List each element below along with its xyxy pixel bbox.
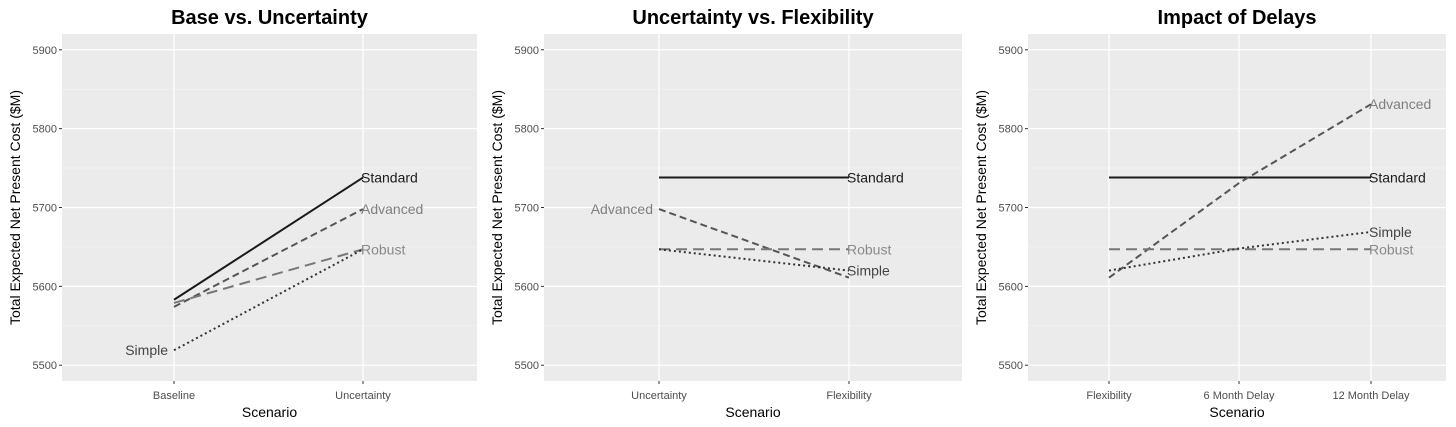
x-tick-label: Uncertainty: [335, 390, 391, 402]
series-label-standard: Standard: [361, 170, 418, 186]
series-label-robust: Robust: [847, 241, 891, 257]
series-line-standard: [173, 176, 364, 301]
y-tick-label: 5500: [515, 360, 539, 372]
series-line-advanced: [658, 208, 850, 279]
series-label-simple: Simple: [1369, 224, 1412, 240]
series-line-simple: [173, 248, 364, 352]
y-tick-label: 5800: [999, 124, 1023, 136]
x-tick-label: Uncertainty: [631, 390, 687, 402]
chart-panel-2: 5500 5600 5700 5800 5900 Uncertainty Flexibili…: [489, 7, 962, 420]
chart-panel-3: 5500 5600 5700 5800 5900 Flexibility 6 Month D…: [973, 7, 1446, 420]
y-axis-title: Total Expected Net Present Cost ($M): [973, 90, 989, 325]
series-label-advanced: Advanced: [1369, 96, 1431, 112]
x-tick-label: 12 Month Delay: [1332, 390, 1410, 402]
y-tick-label: 5600: [515, 281, 539, 293]
y-tick-label: 5900: [33, 45, 57, 57]
series-label-robust: Robust: [1369, 241, 1413, 257]
x-tick-label: Baseline: [153, 390, 195, 402]
panel-title: Base vs. Uncertainty: [171, 7, 369, 29]
series-line-advanced: [173, 208, 364, 308]
x-axis-title: Scenario: [1209, 404, 1264, 420]
y-tick-label: 5800: [33, 124, 57, 136]
series-label-robust: Robust: [361, 241, 405, 257]
panel-title: Uncertainty vs. Flexibility: [632, 7, 874, 29]
y-tick-label: 5700: [515, 203, 539, 215]
x-axis-title: Scenario: [725, 404, 780, 420]
y-axis-title: Total Expected Net Present Cost ($M): [7, 90, 23, 325]
y-tick-label: 5500: [33, 360, 57, 372]
y-tick-label: 5700: [999, 203, 1023, 215]
series-line-simple: [1108, 230, 1372, 272]
chart-panel-1: 5500 5600 5700 5800 5900 Baseline Uncertainty S…: [7, 7, 477, 420]
series-line-simple: [658, 248, 850, 272]
x-tick-label: 6 Month Delay: [1204, 390, 1275, 402]
y-tick-label: 5700: [33, 203, 57, 215]
series-line-robust: [173, 248, 364, 304]
x-axis-title: Scenario: [242, 404, 297, 420]
y-tick-label: 5800: [515, 124, 539, 136]
y-tick-label: 5900: [515, 45, 539, 57]
series-label-standard: Standard: [847, 170, 904, 186]
series-line-advanced: [1108, 103, 1372, 279]
y-tick-label: 5500: [999, 360, 1023, 372]
series-label-advanced: Advanced: [591, 201, 653, 217]
x-tick-label: Flexibility: [1086, 390, 1132, 402]
series-label-simple: Simple: [847, 263, 890, 279]
series-label-simple: Simple: [125, 342, 168, 358]
y-tick-label: 5600: [33, 281, 57, 293]
y-tick-label: 5900: [999, 45, 1023, 57]
x-tick-label: Flexibility: [826, 390, 872, 402]
y-axis-title: Total Expected Net Present Cost ($M): [489, 90, 505, 325]
panel-title: Impact of Delays: [1158, 7, 1317, 29]
series-label-advanced: Advanced: [361, 201, 423, 217]
y-tick-label: 5600: [999, 281, 1023, 293]
series-label-standard: Standard: [1369, 170, 1426, 186]
